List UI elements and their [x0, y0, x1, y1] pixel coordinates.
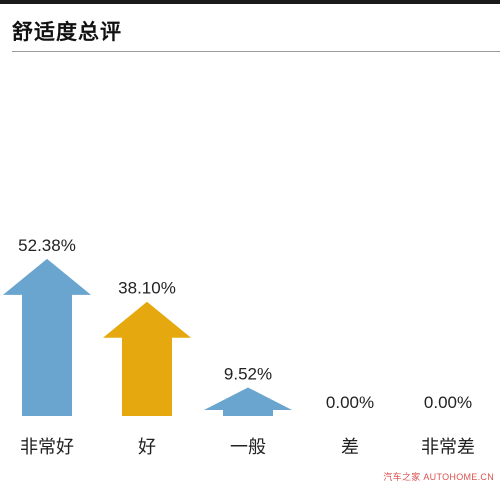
top-rule	[0, 0, 500, 4]
chart-title: 舒适度总评	[12, 20, 122, 44]
value-label-4: 0.00%	[326, 393, 374, 412]
category-label-1: 非常好	[20, 437, 74, 458]
value-labels: 52.38% 38.10% 9.52% 0.00% 0.00%	[18, 236, 472, 412]
watermark: 汽车之家 AUTOHOME.CN	[383, 472, 494, 482]
value-label-5: 0.00%	[424, 393, 472, 412]
category-label-4: 差	[341, 437, 359, 458]
arrow-bar-1	[3, 258, 91, 416]
category-label-2: 好	[138, 437, 156, 458]
category-labels: 非常好 好 一般 差 非常差	[20, 437, 475, 458]
category-label-3: 一般	[230, 437, 266, 458]
arrow-bar-3	[204, 387, 292, 416]
value-label-2: 38.10%	[118, 279, 176, 298]
arrow-bar-2	[103, 301, 191, 416]
title-divider	[12, 51, 500, 52]
value-label-1: 52.38%	[18, 236, 76, 255]
category-label-5: 非常差	[421, 437, 475, 458]
value-label-3: 9.52%	[224, 364, 272, 383]
arrow-bars	[3, 258, 292, 416]
